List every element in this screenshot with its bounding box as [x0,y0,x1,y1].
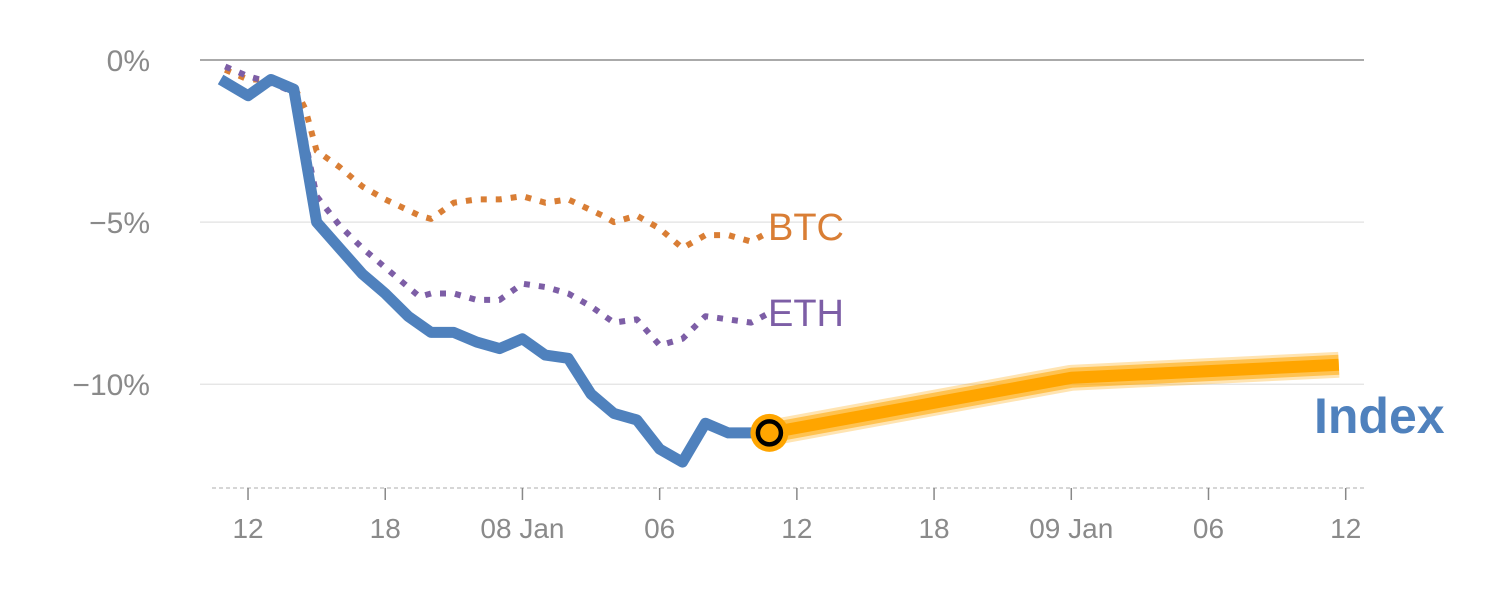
grid-lines [200,59,1364,385]
eth-label: ETH [768,293,844,335]
x-axis: 12 18 08 Jan 06 12 18 09 Jan 06 12 [212,487,1364,544]
x-tick-label: 06 [1193,513,1224,544]
btc-label: BTC [768,207,844,249]
current-point-marker [750,413,789,452]
index-forecast-line [768,358,1340,439]
x-tick-label: 18 [370,513,401,544]
y-tick-label: 0% [107,45,150,78]
x-tick-label: 12 [781,513,812,544]
btc-line [224,66,771,252]
y-tick-label: −10% [72,369,150,402]
y-axis: 0% −5% −10% [72,45,150,402]
x-tick-label: 08 Jan [480,513,564,544]
marker-dot [755,419,784,447]
x-tick-label: 12 [232,513,263,544]
x-tick-label: 12 [1330,513,1361,544]
x-tick-label: 06 [644,513,675,544]
x-tick-label: 18 [918,513,949,544]
index-label: Index [1314,388,1445,444]
series-lines [217,63,1340,468]
index-line [217,74,770,468]
x-tick-label: 09 Jan [1029,513,1113,544]
y-tick-label: −5% [89,207,150,240]
eth-line [224,63,771,349]
